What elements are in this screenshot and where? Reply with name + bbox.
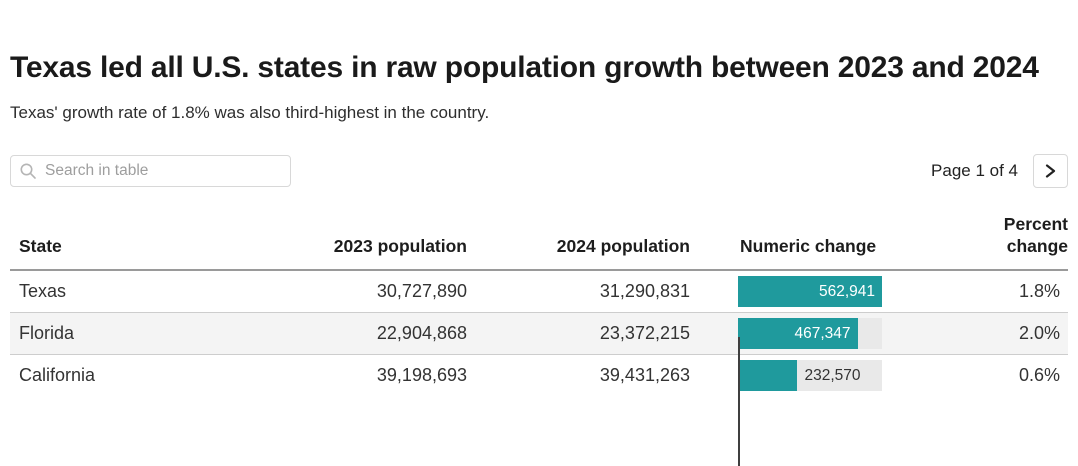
- cell-2024-population: 39,431,263: [599, 364, 690, 385]
- column-header-state[interactable]: State: [19, 236, 62, 256]
- table-row-california: California 39,198,693 39,431,263 232,570…: [10, 354, 1068, 396]
- bar-zero-axis: [738, 337, 740, 466]
- column-header-numeric-change[interactable]: Numeric change: [740, 236, 877, 256]
- search-box: [10, 154, 291, 187]
- bar-value-label: 467,347: [794, 324, 851, 342]
- population-table: State 2023 population 2024 population Nu…: [10, 187, 1068, 396]
- cell-numeric-change: 562,941: [690, 270, 940, 312]
- cell-state: Florida: [19, 322, 75, 343]
- column-header-2024-population[interactable]: 2024 population: [556, 236, 690, 256]
- chevron-right-icon: [1045, 163, 1056, 178]
- next-page-button[interactable]: [1033, 153, 1068, 188]
- pagination: Page 1 of 4: [931, 153, 1068, 188]
- search-input[interactable]: [10, 154, 291, 187]
- bar-value-label: 232,570: [804, 366, 861, 384]
- cell-percent-change: 1.8%: [1018, 280, 1060, 301]
- cell-percent-change: 2.0%: [1018, 322, 1060, 343]
- numeric-change-bar: 467,347: [738, 317, 882, 349]
- page-subtitle: Texas' growth rate of 1.8% was also thir…: [10, 103, 490, 122]
- page-title: Texas led all U.S. states in raw populat…: [10, 51, 1039, 84]
- cell-numeric-change: 467,347: [690, 312, 940, 354]
- column-header-percent-change[interactable]: Percent change: [1003, 214, 1068, 256]
- column-header-2023-population[interactable]: 2023 population: [333, 236, 467, 256]
- cell-state: California: [19, 364, 96, 385]
- numeric-change-bar: 562,941: [738, 275, 882, 307]
- cell-2023-population: 39,198,693: [376, 364, 467, 385]
- cell-2023-population: 22,904,868: [376, 322, 467, 343]
- table-controls: Page 1 of 4: [10, 153, 1068, 188]
- table-header-row: State 2023 population 2024 population Nu…: [10, 187, 1068, 270]
- cell-numeric-change: 232,570: [690, 354, 940, 396]
- cell-2024-population: 23,372,215: [599, 322, 690, 343]
- table-row-florida: Florida 22,904,868 23,372,215 467,347 2.…: [10, 312, 1068, 354]
- numeric-change-bar: 232,570: [738, 359, 882, 391]
- table-row-texas: Texas 30,727,890 31,290,831 562,941 1.8%: [10, 270, 1068, 312]
- cell-2023-population: 30,727,890: [376, 280, 467, 301]
- cell-state: Texas: [19, 280, 67, 301]
- cell-percent-change: 0.6%: [1018, 364, 1060, 385]
- cell-2024-population: 31,290,831: [599, 280, 690, 301]
- bar-value-label: 562,941: [818, 282, 875, 300]
- page-indicator: Page 1 of 4: [931, 160, 1018, 180]
